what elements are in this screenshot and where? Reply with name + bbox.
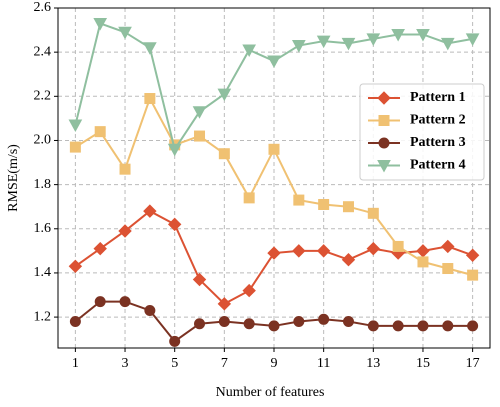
marker (268, 320, 280, 332)
marker (93, 17, 108, 31)
marker (68, 119, 83, 133)
marker (143, 42, 157, 55)
marker (242, 283, 256, 298)
legend-label: Pattern 1 (410, 90, 466, 105)
marker (465, 33, 480, 46)
marker (119, 296, 131, 308)
marker (416, 28, 430, 42)
marker (68, 259, 83, 274)
marker (291, 40, 306, 53)
x-tick-label: 15 (416, 356, 430, 371)
x-tick-label: 1 (72, 356, 79, 371)
marker (93, 241, 107, 256)
x-tick-label: 17 (466, 356, 480, 371)
marker (377, 160, 391, 173)
marker (341, 37, 356, 51)
marker (194, 318, 206, 330)
marker (267, 55, 281, 69)
x-tick-label: 13 (366, 356, 380, 371)
marker (378, 115, 390, 126)
marker (467, 269, 479, 281)
y-tick-label: 2.6 (34, 0, 52, 15)
y-tick-label: 1.8 (34, 177, 52, 192)
marker (192, 272, 207, 287)
marker (366, 33, 381, 46)
x-tick-label: 7 (221, 356, 228, 371)
marker (442, 320, 454, 332)
marker (318, 313, 330, 325)
marker (293, 316, 305, 328)
marker (367, 207, 379, 219)
y-axis-label: RMSE(m/s) (6, 144, 21, 212)
legend-box (359, 83, 485, 181)
marker (367, 320, 379, 332)
x-tick-label: 3 (122, 356, 129, 371)
marker (218, 148, 230, 160)
x-tick-label: 5 (171, 356, 178, 371)
marker (69, 316, 81, 328)
marker (218, 316, 230, 328)
marker (167, 143, 182, 157)
y-tick-label: 1.4 (34, 265, 52, 280)
legend-label: Pattern 2 (410, 113, 466, 128)
marker (465, 248, 480, 262)
y-tick-label: 1.6 (34, 221, 52, 236)
marker (217, 88, 232, 102)
marker (143, 204, 157, 218)
marker (440, 37, 455, 51)
marker (377, 91, 391, 105)
legend-label: Pattern 4 (410, 158, 466, 173)
y-tick-label: 1.2 (34, 309, 52, 324)
marker (341, 252, 356, 267)
marker (391, 28, 405, 42)
marker (243, 318, 255, 330)
marker (442, 263, 454, 275)
marker (292, 244, 306, 258)
marker (417, 320, 429, 332)
y-tick-label: 2.2 (34, 89, 52, 104)
marker (342, 316, 354, 328)
marker (242, 44, 257, 57)
marker (267, 246, 281, 260)
marker (416, 244, 430, 258)
marker (192, 106, 207, 119)
marker (441, 239, 455, 254)
marker (467, 320, 479, 332)
marker (378, 137, 390, 149)
y-tick-label: 2.0 (34, 133, 52, 148)
marker (167, 217, 182, 232)
marker (144, 93, 156, 105)
marker (118, 224, 132, 238)
marker (69, 141, 81, 153)
marker (144, 304, 156, 316)
marker (118, 26, 132, 40)
marker (392, 240, 404, 252)
marker (293, 194, 305, 206)
marker (316, 244, 331, 258)
x-axis-label: Number of features (216, 385, 325, 400)
marker (243, 192, 255, 204)
x-tick-label: 11 (317, 356, 330, 371)
legend-label: Pattern 3 (410, 135, 466, 150)
marker (169, 335, 181, 347)
marker (417, 256, 429, 268)
marker (366, 241, 381, 256)
marker (119, 163, 131, 175)
marker (217, 297, 232, 311)
marker (94, 296, 106, 308)
y-tick-label: 2.4 (34, 44, 52, 59)
marker (342, 201, 354, 213)
marker (194, 130, 206, 142)
marker (392, 320, 404, 332)
marker (268, 143, 280, 155)
plot-frame (57, 7, 491, 349)
marker (94, 126, 106, 138)
x-tick-label: 9 (271, 356, 278, 371)
marker (318, 198, 330, 210)
marker (316, 35, 331, 49)
